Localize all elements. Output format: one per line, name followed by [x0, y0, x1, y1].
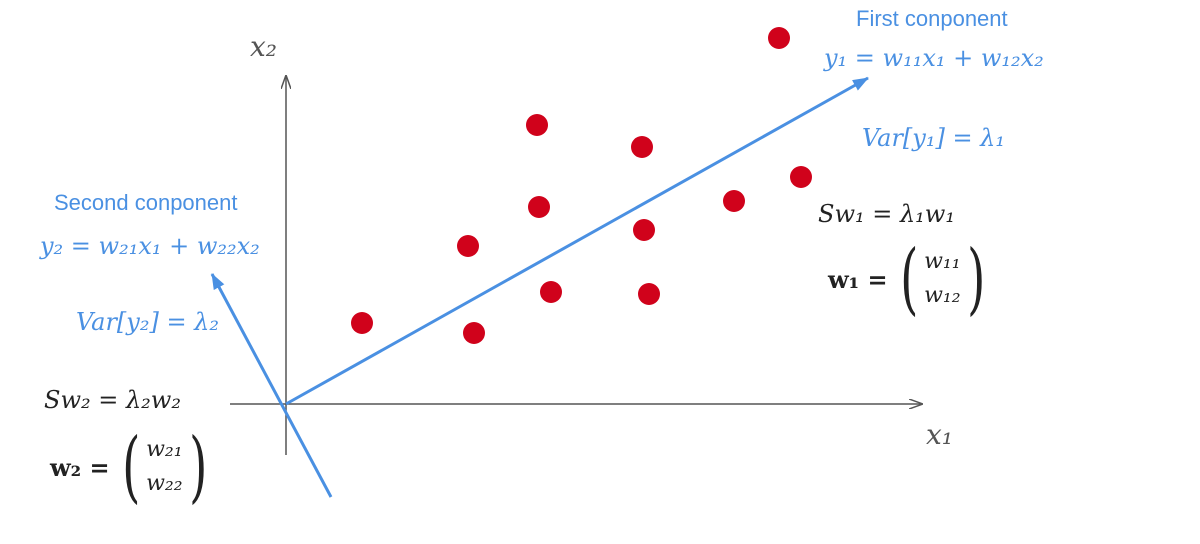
- right-bracket: ): [188, 422, 207, 512]
- left-bracket: (: [121, 422, 140, 512]
- w1-vector: w₁ = ( w₁₁ w₁₂ ): [828, 240, 991, 318]
- w1-entry-2: w₁₂: [924, 283, 961, 308]
- w2-vector: w₂ = ( w₂₁ w₂₂ ): [50, 428, 213, 506]
- first-component-equation: y₁ = w₁₁x₁ + w₁₂x₂: [824, 44, 1044, 72]
- data-point: [457, 235, 479, 257]
- data-point: [528, 196, 550, 218]
- first-component-line: [285, 76, 869, 406]
- second-component-equation: y₂ = w₂₁x₁ + w₂₂x₂: [40, 232, 260, 260]
- w2-vector-lhs: w₂ =: [50, 452, 110, 482]
- data-point: [526, 114, 548, 136]
- data-point: [463, 322, 485, 344]
- w1-entry-1: w₁₁: [924, 249, 961, 274]
- data-point: [351, 312, 373, 334]
- data-point: [633, 219, 655, 241]
- data-point: [638, 283, 660, 305]
- first-component-variance: Var[y₁] = λ₁: [862, 124, 1006, 152]
- second-eigen-equation: Sw₂ = λ₂w₂: [44, 386, 181, 414]
- data-point: [790, 166, 812, 188]
- w2-entry-2: w₂₂: [146, 471, 183, 496]
- data-point: [768, 27, 790, 49]
- second-component-title: Second conponent: [54, 190, 238, 215]
- w2-entry-1: w₂₁: [146, 437, 183, 462]
- x1-axis-label: x₁: [926, 418, 954, 451]
- second-component-line: [210, 273, 333, 498]
- second-component-variance: Var[y₂] = λ₂: [76, 308, 220, 336]
- first-component-title: First conponent: [856, 6, 1008, 31]
- w1-vector-lhs: w₁ =: [828, 264, 888, 294]
- first-eigen-equation: Sw₁ = λ₁w₁: [818, 200, 955, 228]
- x2-axis-label: x₂: [250, 30, 278, 63]
- data-point: [540, 281, 562, 303]
- data-point: [723, 190, 745, 212]
- left-bracket: (: [899, 234, 918, 324]
- data-point: [631, 136, 653, 158]
- right-bracket: ): [966, 234, 985, 324]
